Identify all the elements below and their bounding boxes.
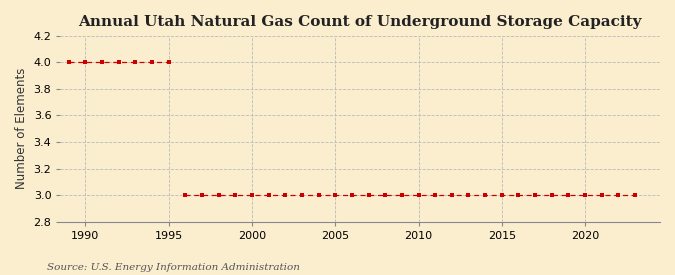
Text: Source: U.S. Energy Information Administration: Source: U.S. Energy Information Administ…	[47, 263, 300, 272]
Y-axis label: Number of Elements: Number of Elements	[15, 68, 28, 189]
Title: Annual Utah Natural Gas Count of Underground Storage Capacity: Annual Utah Natural Gas Count of Undergr…	[78, 15, 642, 29]
